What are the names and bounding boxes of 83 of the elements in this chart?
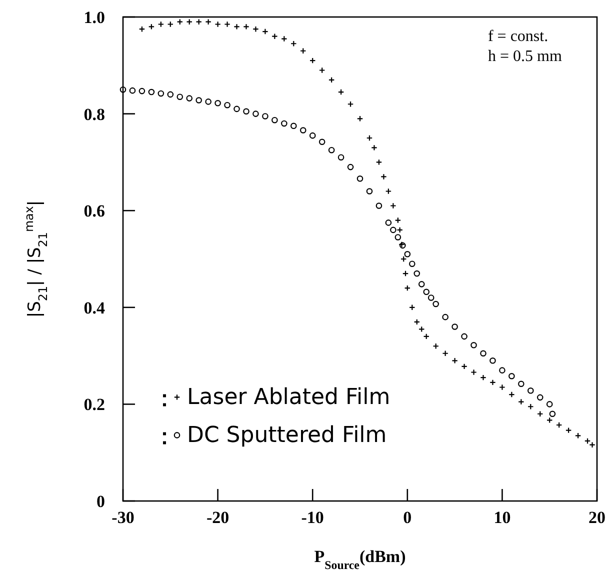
point	[549, 410, 556, 418]
y-tick-label: 1.0	[84, 8, 105, 27]
point	[574, 432, 582, 439]
point	[480, 350, 486, 357]
x-tick-label: -30	[112, 508, 134, 527]
y-tick-label: 0.4	[84, 298, 106, 318]
point	[356, 176, 364, 182]
point	[432, 300, 439, 308]
point	[470, 342, 477, 348]
point	[148, 24, 155, 30]
point	[214, 100, 221, 106]
x-tick-label: -20	[206, 508, 230, 527]
point	[376, 159, 382, 166]
x-tick-label: 0	[403, 508, 412, 527]
point	[394, 217, 402, 224]
point	[234, 106, 240, 112]
point	[565, 427, 572, 434]
point	[243, 108, 250, 115]
point	[262, 28, 268, 35]
point	[347, 164, 354, 170]
annotation: f = const.	[488, 28, 548, 46]
point	[290, 122, 297, 130]
y-tick-label: 0	[96, 492, 105, 511]
point	[262, 113, 268, 120]
legend-label: Laser Ablated Film	[187, 385, 390, 410]
point	[186, 95, 193, 102]
point	[390, 226, 396, 234]
point	[205, 98, 212, 105]
legend-label: DC Sputtered Film	[187, 423, 387, 448]
point	[196, 97, 202, 104]
point	[129, 87, 136, 94]
point	[328, 76, 335, 84]
point	[356, 115, 364, 122]
point	[423, 288, 430, 296]
point	[442, 314, 448, 320]
point	[408, 260, 416, 267]
point	[338, 154, 344, 161]
point	[385, 220, 392, 226]
point	[536, 394, 544, 401]
y-tick-label: 0.6	[84, 202, 105, 221]
point	[138, 88, 146, 94]
point	[385, 188, 392, 194]
point	[224, 102, 230, 108]
point	[158, 90, 164, 97]
point	[272, 116, 278, 124]
point	[414, 270, 420, 277]
point	[318, 138, 326, 146]
point	[252, 110, 259, 117]
point	[490, 357, 496, 364]
point	[309, 132, 316, 139]
y-tick-label: 0.2	[84, 395, 105, 414]
x-tick-label: -10	[301, 508, 324, 527]
x-axis-title: P$_{Source}$(dBm)	[314, 547, 406, 572]
point	[148, 88, 155, 96]
point	[366, 188, 373, 194]
point	[461, 333, 468, 340]
point	[366, 134, 373, 142]
point	[518, 380, 524, 388]
point	[402, 270, 409, 277]
point	[338, 88, 344, 96]
point	[167, 91, 174, 98]
annotation: h = 0.5 mm	[488, 48, 562, 66]
point	[452, 324, 458, 330]
point	[404, 251, 411, 258]
point	[176, 94, 184, 100]
x-tick-label: 20	[588, 508, 606, 527]
point	[328, 146, 335, 154]
point	[418, 281, 425, 288]
x-tick-label: 10	[494, 508, 511, 527]
point	[428, 294, 434, 301]
point	[120, 86, 126, 93]
point	[138, 26, 146, 32]
point	[508, 372, 515, 380]
point	[347, 100, 354, 108]
point	[546, 401, 553, 408]
point	[376, 202, 382, 209]
point	[394, 234, 402, 240]
point	[281, 120, 288, 127]
point	[527, 388, 534, 394]
point	[508, 391, 515, 398]
point	[499, 367, 506, 374]
point	[300, 127, 306, 134]
y-tick-label: 0.8	[84, 104, 105, 124]
